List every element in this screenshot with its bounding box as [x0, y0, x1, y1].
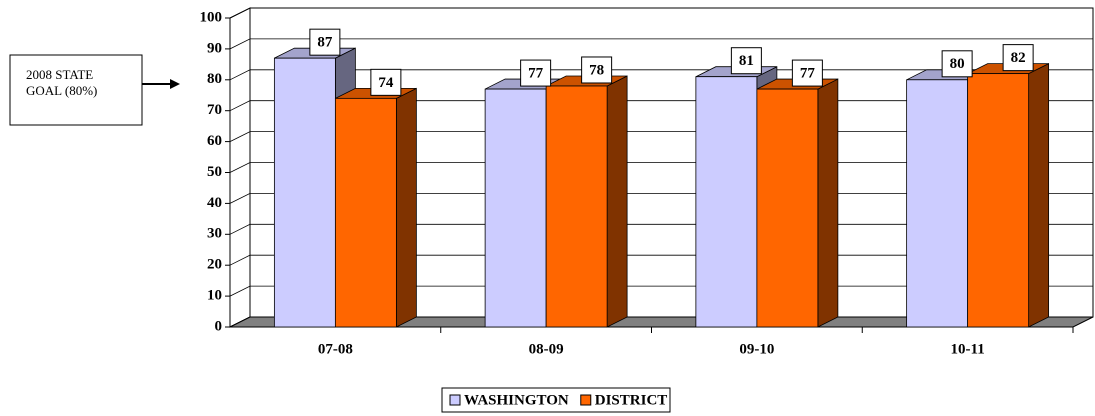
annotation-box: [9, 54, 143, 126]
value-label-box: [730, 47, 762, 75]
y-tick-label: 100: [200, 9, 223, 25]
value-label: 77: [800, 66, 816, 82]
x-tick-label: 10-11: [951, 341, 985, 357]
y-tick-label: 80: [207, 71, 222, 87]
value-label: 80: [950, 56, 965, 72]
bar-side: [1028, 62, 1050, 328]
bar: [334, 97, 397, 328]
y-tick-label: 40: [207, 195, 222, 211]
y-tick-label: 30: [207, 226, 222, 242]
bar-side: [395, 87, 417, 328]
bar: [906, 79, 969, 328]
y-tick-label: 50: [207, 164, 222, 180]
value-label: 87: [317, 35, 333, 51]
bar: [967, 73, 1030, 328]
grid-line: [229, 38, 1093, 50]
value-label-box: [581, 56, 613, 84]
value-label: 81: [739, 53, 754, 69]
y-tick-label: 60: [207, 133, 222, 149]
bar: [545, 85, 608, 328]
bar: [695, 76, 758, 328]
value-label: 74: [378, 75, 394, 91]
legend-swatch: [580, 394, 592, 406]
x-tick-label: 08-09: [529, 341, 564, 357]
legend-label: DISTRICT: [595, 392, 668, 408]
value-label: 77: [528, 66, 544, 82]
value-label: 82: [1011, 50, 1026, 66]
y-tick-label: 20: [207, 257, 222, 273]
legend-swatch: [449, 394, 461, 406]
annotation-line: GOAL (80%): [26, 83, 97, 98]
y-tick-label: 70: [207, 102, 222, 118]
value-label-box: [309, 28, 341, 56]
bar: [756, 88, 819, 328]
value-label: 78: [589, 62, 604, 78]
bar: [484, 88, 547, 328]
annotation-line: 2008 STATE: [26, 67, 93, 82]
value-label-box: [941, 50, 973, 78]
value-label-box: [370, 68, 402, 96]
y-tick-label: 0: [215, 318, 223, 334]
grid-line: [229, 7, 1093, 19]
value-label-box: [520, 59, 552, 87]
legend-box: [441, 387, 671, 413]
x-tick-label: 07-08: [318, 341, 353, 357]
bar: [273, 57, 336, 328]
value-label-box: [791, 59, 823, 87]
legend-label: WASHINGTON: [464, 392, 569, 408]
y-tick-label: 10: [207, 288, 222, 304]
bar-side: [606, 75, 628, 328]
bar-side: [817, 78, 839, 328]
y-tick-label: 90: [207, 40, 222, 56]
x-tick-label: 09-10: [739, 341, 774, 357]
value-label-box: [1002, 44, 1034, 72]
annotation-arrowhead: [170, 79, 180, 89]
